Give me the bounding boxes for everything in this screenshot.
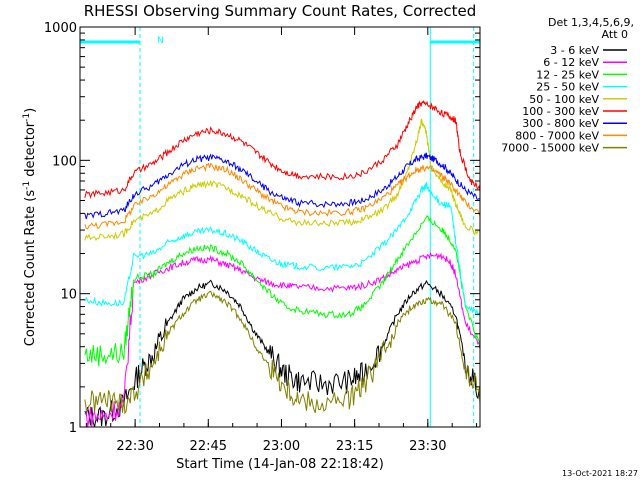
series-line-0: [84, 279, 480, 427]
series-line-7: [84, 162, 480, 230]
legend-header-line2: Att 0: [602, 28, 628, 41]
legend-label-0: 3 - 6 keV: [550, 44, 599, 57]
series-line-3: [84, 182, 480, 317]
x-axis-ticks: 22:30 22:45 23:00 23:15 23:30: [85, 27, 478, 454]
x-tick-label-0: 22:30: [116, 439, 153, 454]
plot-frame: [79, 26, 481, 428]
x-tick-label-3: 23:15: [336, 439, 373, 454]
series-line-2: [84, 215, 480, 367]
plot-area: [80, 27, 480, 427]
chart-title: RHESSI Observing Summary Count Rates, Co…: [84, 2, 477, 20]
y-tick-label-1: 10: [60, 288, 77, 303]
legend-label-8: 7000 - 15000 keV: [501, 142, 599, 155]
footer-timestamp: 13-Oct-2021 18:27: [562, 469, 638, 478]
series-line-5: [84, 100, 480, 200]
y-tick-label-2: 100: [52, 154, 77, 169]
legend-label-4: 50 - 100 keV: [529, 93, 599, 106]
series-line-6: [84, 152, 480, 220]
legend-label-1: 6 - 12 keV: [543, 56, 599, 69]
x-tick-label-4: 23:30: [409, 439, 446, 454]
series-line-8: [84, 290, 480, 415]
series-line-1: [84, 251, 480, 427]
x-axis-label: Start Time (14-Jan-08 22:18:42): [176, 457, 384, 472]
legend-label-3: 25 - 50 keV: [536, 81, 599, 94]
legend-header-line1: Det 1,3,4,5,6,9,: [548, 16, 634, 29]
legend-label-2: 12 - 25 keV: [536, 68, 599, 81]
y-tick-label-3: 1000: [44, 21, 77, 36]
legend-label-5: 100 - 300 keV: [522, 105, 599, 118]
y-axis-label: Corrected Count Rate (s-1 detector-1): [22, 108, 38, 346]
legend-label-7: 800 - 7000 keV: [515, 129, 599, 142]
legend-label-6: 300 - 800 keV: [522, 117, 599, 130]
y-axis-ticks: 1 10 100 1000: [44, 21, 480, 436]
x-tick-label-1: 22:45: [190, 439, 227, 454]
night-marker-label: N: [157, 36, 164, 46]
series-line-4: [84, 118, 480, 241]
x-tick-label-2: 23:00: [263, 439, 300, 454]
y-tick-label-0: 1: [69, 421, 77, 436]
